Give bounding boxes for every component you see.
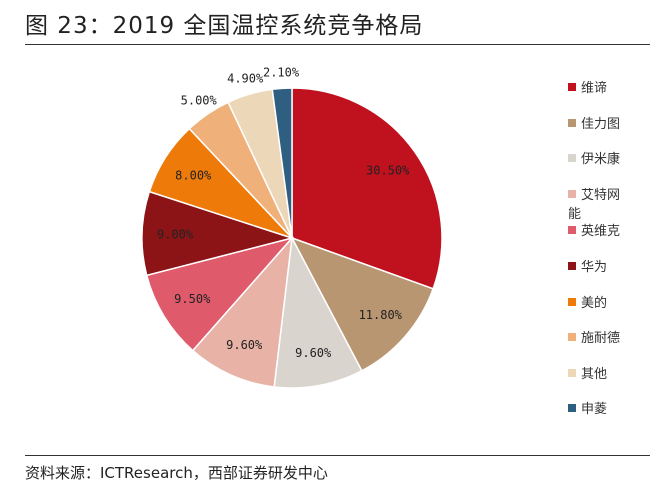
- pie-slice-0: [291, 87, 443, 290]
- legend-label: 施耐德: [581, 331, 621, 346]
- data-label: 5.00%: [181, 94, 218, 108]
- legend-swatch: [568, 119, 576, 127]
- pie-slice-1: [290, 236, 435, 372]
- data-label: 30.50%: [366, 164, 410, 178]
- legend-label: 维谛: [581, 81, 608, 96]
- data-label: 2.10%: [263, 65, 300, 79]
- pie-slice-9: [271, 87, 293, 239]
- data-label: 9.60%: [226, 338, 263, 352]
- legend-label: 华为: [581, 260, 608, 275]
- legend-swatch: [568, 226, 576, 234]
- legend-swatch: [568, 333, 576, 341]
- data-label: 9.00%: [157, 227, 194, 241]
- legend-item: 其他: [568, 365, 638, 384]
- pie-slice-2: [273, 235, 363, 389]
- legend-item: 艾特网能: [568, 186, 620, 224]
- data-label: 11.80%: [359, 308, 403, 322]
- legend-label: 伊米康: [581, 152, 621, 167]
- legend-swatch: [568, 369, 576, 377]
- data-label: 9.60%: [295, 346, 332, 360]
- figure-title: 图 23：2019 全国温控系统竞争格局: [25, 13, 424, 39]
- legend-item: 维谛: [568, 79, 638, 98]
- pie-slice-3: [191, 235, 294, 388]
- legend-swatch: [568, 262, 576, 270]
- data-label: 9.50%: [174, 292, 211, 306]
- legend-item: 佳力图: [568, 115, 638, 134]
- pie-slice-5: [141, 190, 295, 277]
- legend-label: 美的: [581, 296, 608, 311]
- legend-item: 美的: [568, 294, 638, 313]
- legend-label: 其他: [581, 367, 608, 382]
- legend-swatch: [568, 404, 576, 412]
- data-label: 8.00%: [175, 168, 212, 182]
- divider-top: [25, 44, 650, 45]
- source-note: 资料来源：ICTResearch，西部证券研发中心: [25, 464, 328, 482]
- legend-item: 华为: [568, 258, 638, 277]
- divider-bottom: [25, 455, 650, 456]
- legend-item: 伊米康: [568, 150, 638, 169]
- legend-label: 英维克: [581, 224, 621, 239]
- legend-item: 英维克: [568, 222, 638, 241]
- legend-swatch: [568, 190, 576, 198]
- legend-label: 申菱: [581, 402, 608, 417]
- legend-item: 施耐德: [568, 329, 638, 348]
- legend-swatch: [568, 154, 576, 162]
- data-label: 4.90%: [227, 72, 264, 86]
- legend-item: 申菱: [568, 400, 638, 419]
- legend-swatch: [568, 83, 576, 91]
- legend-label: 艾特网能: [568, 188, 621, 222]
- legend-label: 佳力图: [581, 117, 621, 132]
- legend-swatch: [568, 298, 576, 306]
